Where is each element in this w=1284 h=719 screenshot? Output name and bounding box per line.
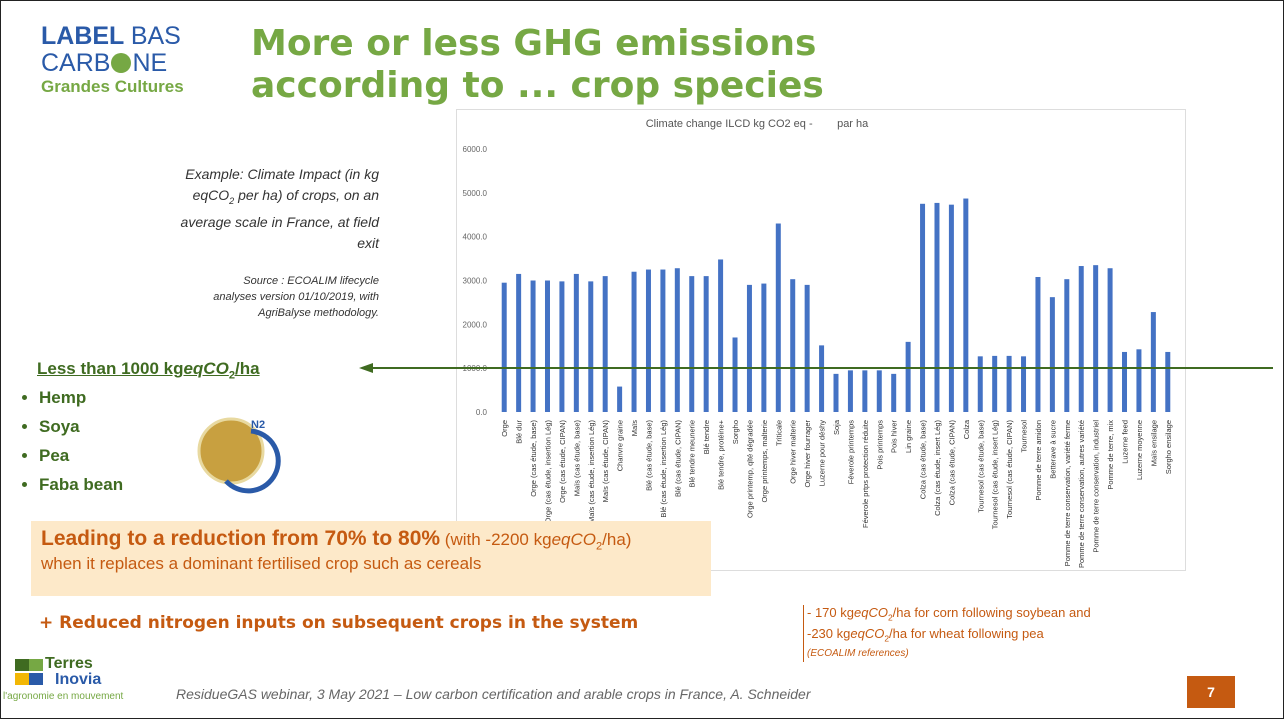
- bullet: Faba bean: [39, 470, 123, 499]
- text: /ha for wheat following pea: [889, 626, 1044, 641]
- nitrogen: + Reduced nitrogen inputs on subsequent …: [39, 613, 638, 633]
- text: /ha): [602, 530, 631, 549]
- text: (ECOALIM references): [807, 646, 1091, 662]
- text: -230 kg: [807, 626, 850, 641]
- bullet: Pea: [39, 441, 123, 470]
- footer: ResidueGAS webinar, 3 May 2021 – Low car…: [176, 686, 811, 702]
- text: (with -2200 kg: [440, 530, 552, 549]
- icon-label: N2: [251, 419, 265, 431]
- text: Less than 1000 kg: [37, 359, 183, 378]
- text: eqCO: [850, 626, 884, 641]
- logo-text: l'agronomie en mouvement: [3, 691, 123, 702]
- threshold: Less than 1000 kgeqCO2/ha: [37, 359, 260, 381]
- reduction-box: Leading to a reduction from 70% to 80% (…: [31, 521, 711, 596]
- text: /ha: [235, 359, 260, 378]
- bullet: Hemp: [39, 383, 123, 412]
- text: Leading to a reduction from 70% to 80%: [41, 527, 440, 550]
- arrow-head: [359, 363, 373, 373]
- notes: - 170 kgeqCO2/ha for corn following soyb…: [803, 605, 1091, 662]
- bullets: HempSoyaPeaFaba bean: [19, 383, 123, 499]
- text: eqCO: [854, 605, 888, 620]
- text: - 170 kg: [807, 605, 854, 620]
- bullet: Soya: [39, 412, 123, 441]
- text: when it replaces a dominant fertilised c…: [41, 554, 701, 574]
- text: eqCO: [552, 530, 596, 549]
- text: eqCO: [183, 359, 228, 378]
- logo-text: Inovia: [55, 671, 101, 689]
- text: /ha for corn following soybean and: [893, 605, 1091, 620]
- slide: LABEL BAS CARBNE Grandes Cultures More o…: [0, 0, 1284, 719]
- page-number: 7: [1187, 676, 1235, 708]
